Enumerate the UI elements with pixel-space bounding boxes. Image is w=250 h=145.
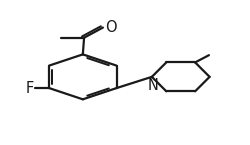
Text: N: N <box>147 78 158 93</box>
Text: F: F <box>26 81 34 96</box>
Text: O: O <box>105 20 117 35</box>
